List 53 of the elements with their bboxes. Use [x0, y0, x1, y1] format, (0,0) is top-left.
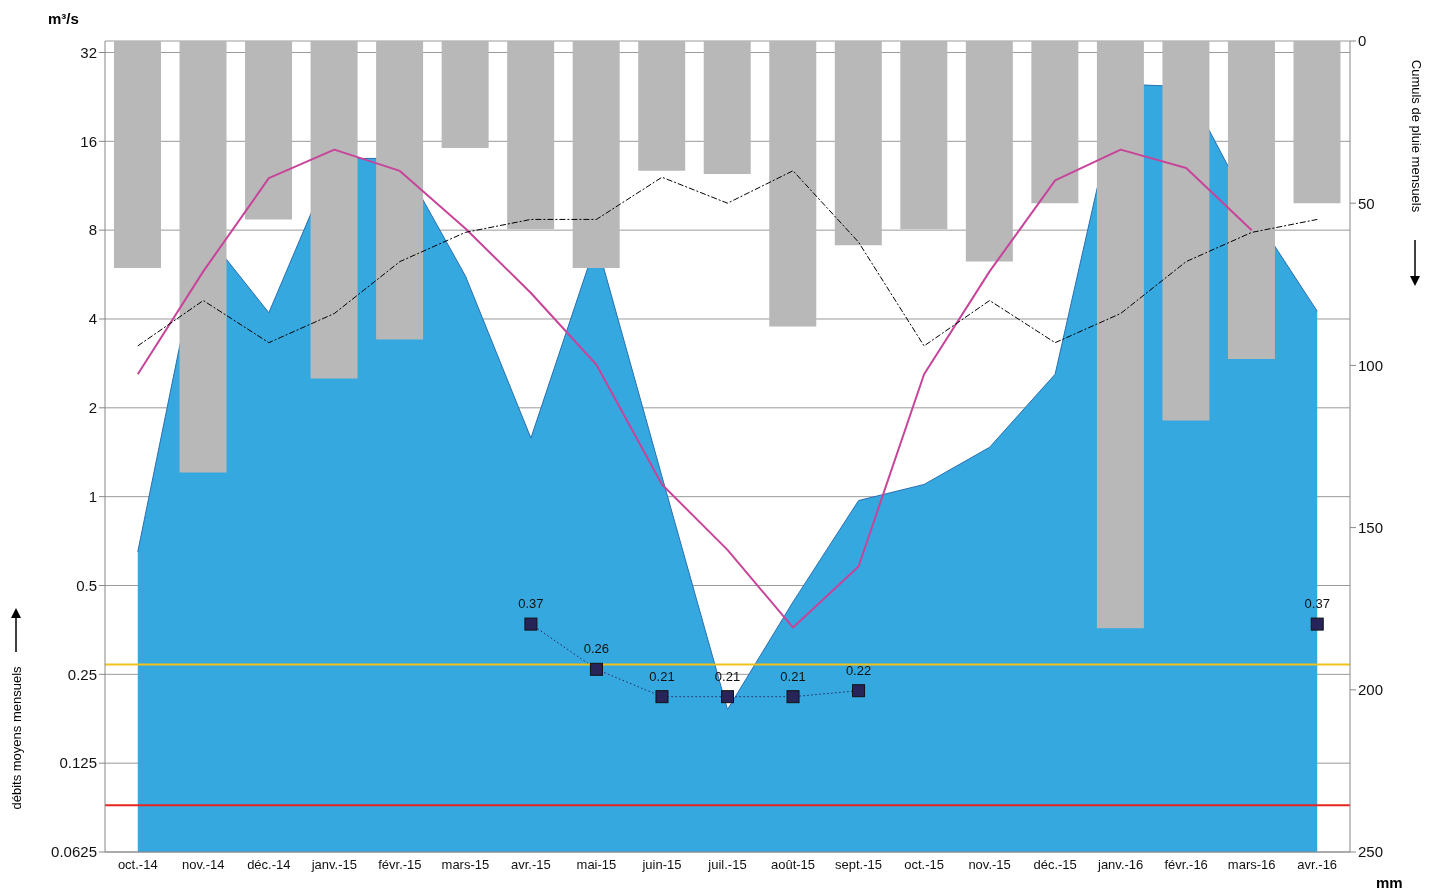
- y-tick-label: 8: [88, 221, 97, 239]
- x-tick-label: oct.-14: [117, 857, 158, 873]
- x-tick-label: mars-16: [1227, 857, 1276, 873]
- x-tick-label: oct.-15: [904, 857, 944, 873]
- data-label: 0.22: [845, 662, 872, 678]
- y-axis-title: débits moyens mensuels: [8, 666, 24, 810]
- x-tick-label: juil.-15: [707, 857, 747, 873]
- text: mm: [1376, 874, 1403, 891]
- x-tick-label: avr.-16: [1297, 857, 1338, 873]
- point: [524, 617, 538, 631]
- x-tick-label: févr.-15: [378, 857, 422, 873]
- x-tick-label: janv.-15: [310, 857, 357, 873]
- line-series: [137, 170, 1318, 347]
- x-tick-label: avr.-15: [511, 857, 551, 873]
- x-tick-label: juin-15: [641, 857, 682, 873]
- x-tick-label: nov.-14: [182, 857, 225, 873]
- y2-tick-label: 100: [1358, 356, 1384, 374]
- y2-tick-label: 200: [1358, 681, 1384, 699]
- x-tick-label: mars-15: [441, 857, 490, 873]
- point: [655, 690, 669, 704]
- line-series: [136, 148, 1253, 629]
- y-tick-label: 16: [80, 132, 97, 150]
- y2-tick-label: 50: [1358, 194, 1375, 212]
- data-label: 0.21: [649, 668, 675, 684]
- y2-tick-label: 150: [1358, 518, 1384, 536]
- y-tick-label: 4: [88, 310, 97, 328]
- x-tick-label: mai-15: [576, 857, 617, 873]
- x-tick-label: janv.-16: [1097, 857, 1144, 873]
- x-tick-label: févr.-16: [1164, 857, 1208, 873]
- y2-tick-label: 250: [1358, 843, 1384, 861]
- y-tick-label: 0.125: [59, 754, 97, 772]
- point: [786, 690, 800, 704]
- point: [589, 662, 603, 676]
- point: [1310, 617, 1324, 631]
- y-tick-label: 1: [88, 487, 97, 505]
- data-label: 0.21: [780, 668, 806, 684]
- point: [852, 684, 866, 698]
- data-label: 0.26: [583, 641, 610, 657]
- y2-tick-label: 0: [1358, 32, 1367, 50]
- y-tick-label: 0.0625: [51, 843, 97, 861]
- y-tick-label: 0.25: [67, 665, 97, 683]
- y-tick-label: 32: [80, 43, 97, 61]
- x-tick-label: sept.-15: [835, 857, 883, 873]
- x-tick-label: déc.-15: [1033, 857, 1077, 873]
- x-tick-label: août-15: [770, 857, 816, 873]
- x-tick-label: nov.-15: [968, 857, 1011, 873]
- data-label: 0.37: [518, 596, 544, 612]
- y-tick-label: 2: [88, 399, 97, 417]
- y-tick-label: 0.5: [76, 576, 97, 594]
- x-tick-label: déc.-14: [247, 857, 291, 873]
- y2-axis-title: Cumuls de pluie mensuels: [1408, 59, 1424, 213]
- point: [721, 690, 734, 704]
- text: m³/s: [48, 10, 79, 27]
